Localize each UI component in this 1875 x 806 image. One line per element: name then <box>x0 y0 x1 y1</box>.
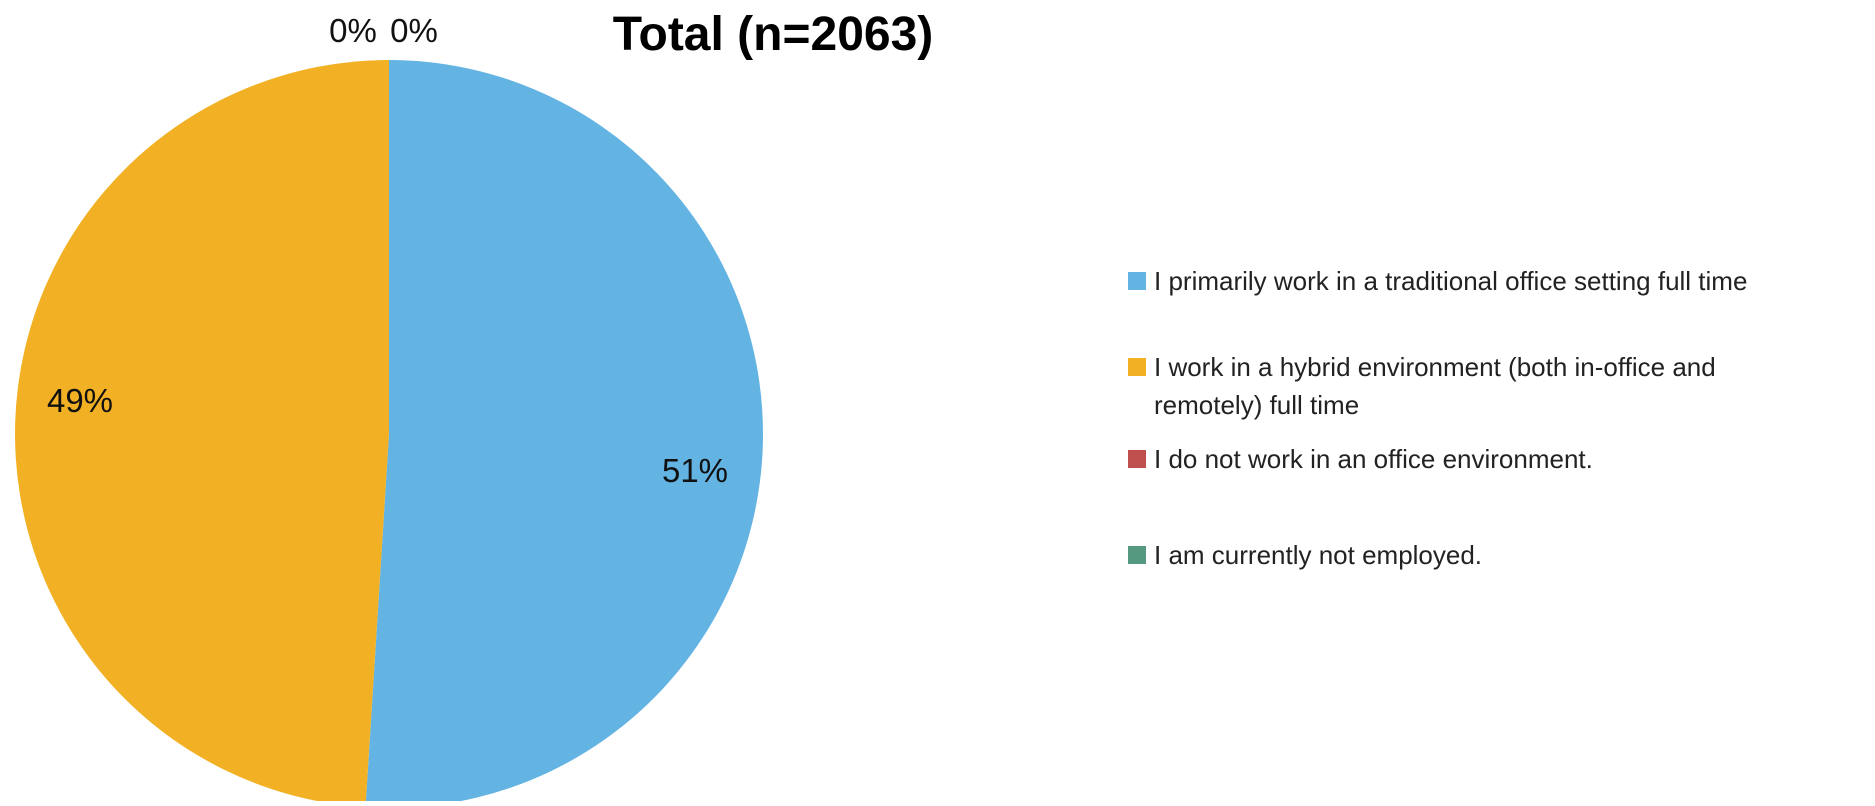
legend-label: I work in a hybrid environment (both in-… <box>1154 352 1716 420</box>
slice-data-label: 0% <box>329 12 377 49</box>
legend-swatch <box>1128 272 1146 290</box>
data-labels: 51% 49% 0% 0% <box>47 12 728 489</box>
legend-item: I primarily work in a traditional office… <box>1128 262 1854 300</box>
legend-swatch <box>1128 546 1146 564</box>
slice-data-label: 0% <box>390 12 438 49</box>
chart-title: Total (n=2063) <box>613 8 934 61</box>
pie-slice <box>15 60 389 806</box>
pie-slices <box>15 60 763 806</box>
legend-item: I work in a hybrid environment (both in-… <box>1128 348 1794 424</box>
legend-item: I am currently not employed. <box>1128 536 1854 574</box>
pie-slice <box>365 60 763 806</box>
legend-swatch <box>1128 358 1146 376</box>
legend-label: I primarily work in a traditional office… <box>1154 266 1748 296</box>
legend-item: I do not work in an office environment. <box>1128 440 1854 478</box>
legend-swatch <box>1128 450 1146 468</box>
slice-data-label: 51% <box>662 452 728 489</box>
legend-label: I am currently not employed. <box>1154 540 1483 570</box>
legend-label: I do not work in an office environment. <box>1154 444 1593 474</box>
slice-data-label: 49% <box>47 382 113 419</box>
